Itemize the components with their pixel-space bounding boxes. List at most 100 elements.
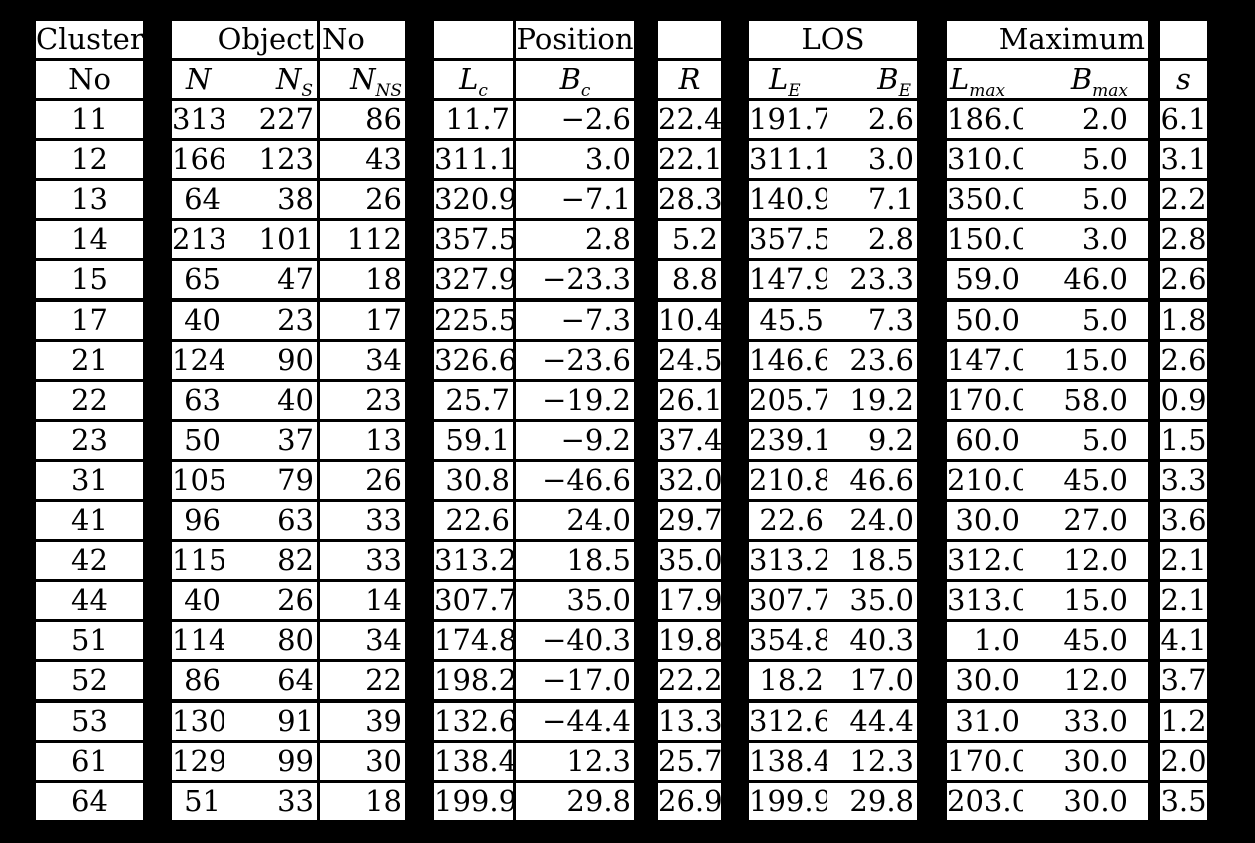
cell-s: 2.8 (1160, 221, 1207, 259)
cell-bc: 12.3 (516, 742, 634, 780)
cell-le: 354.8 (749, 622, 827, 660)
cell-s: 0.9 (1160, 381, 1207, 419)
cell-s: 2.6 (1160, 261, 1207, 299)
cell-bc: −23.6 (516, 341, 634, 379)
cell-cluster-no: 42 (36, 542, 143, 580)
cell-cluster-no: 61 (36, 742, 143, 780)
cell-lc: 174.8 (434, 622, 513, 660)
cell-lc: 357.5 (434, 221, 513, 259)
cell-lmax: 203.0 (947, 782, 1023, 820)
cell-nns: 13 (320, 421, 405, 459)
cell-bmax: 58.0 (1063, 382, 1128, 417)
cell-bmax: 46.0 (1063, 262, 1128, 297)
cell-cluster-no: 23 (36, 421, 143, 459)
header-position: Position (516, 21, 634, 58)
cell-r: 8.8 (658, 261, 721, 299)
cell-bc: 2.8 (516, 221, 634, 259)
cell-nns: 39 (320, 702, 405, 740)
cell-nns: 18 (320, 782, 405, 820)
cell-nns: 33 (320, 502, 405, 539)
cell-s: 2.1 (1160, 542, 1207, 580)
header-object-no: No (320, 21, 405, 58)
cell-bc: −23.3 (516, 261, 634, 299)
cell-be: 9.2 (867, 422, 914, 457)
cell-r: 26.1 (658, 381, 721, 419)
cell-r: 25.7 (658, 742, 721, 780)
cell-r: 29.7 (658, 502, 721, 539)
cell-le: 45.5 (749, 301, 827, 339)
cell-lmax: 147.0 (947, 341, 1023, 379)
header-be: BE (877, 62, 911, 98)
cell-nns: 22 (320, 662, 405, 700)
cell-lmax: 31.0 (947, 702, 1023, 740)
cell-ns: 101 (258, 222, 314, 257)
cell-le: 191.7 (749, 101, 827, 138)
header-r: R (658, 61, 721, 98)
cell-s: 3.3 (1160, 461, 1207, 499)
cell-s: 2.0 (1160, 742, 1207, 780)
cell-nns: 43 (320, 141, 405, 179)
cell-le: 239.1 (749, 421, 827, 459)
cell-r: 22.2 (658, 662, 721, 700)
cell-bmax: 3.0 (1081, 222, 1128, 257)
cell-lc: 327.9 (434, 261, 513, 299)
cell-bc: 24.0 (516, 502, 634, 539)
cell-bmax: 33.0 (1063, 703, 1128, 738)
cell-n: 51 (172, 782, 224, 820)
cell-ns: 47 (277, 262, 314, 297)
cell-r: 5.2 (658, 221, 721, 259)
cell-ns: 90 (277, 342, 314, 377)
header-bc: Bc (516, 61, 634, 98)
cell-ns: 23 (277, 302, 314, 337)
header-bmax: Bmax (1070, 62, 1128, 98)
cell-bmax: 12.0 (1063, 663, 1128, 698)
cell-lc: 59.1 (434, 421, 513, 459)
cell-cluster-no: 31 (36, 461, 143, 499)
cell-cluster-no: 64 (36, 782, 143, 820)
cell-s: 1.8 (1160, 301, 1207, 339)
cell-le: 357.5 (749, 221, 827, 259)
cell-r: 37.4 (658, 421, 721, 459)
cell-lmax: 210.0 (947, 461, 1023, 499)
cell-cluster-no: 44 (36, 582, 143, 620)
header-lmax-bmax: Lmax Bmax (947, 61, 1148, 98)
cell-bmax: 27.0 (1063, 503, 1128, 537)
cell-nns: 26 (320, 181, 405, 219)
cell-lc: 320.9 (434, 181, 513, 219)
cell-n: 130 (172, 702, 224, 740)
cell-bmax: 30.0 (1063, 783, 1128, 818)
header-n-ns: N NS (172, 61, 317, 98)
cell-cluster-no: 11 (36, 101, 143, 138)
cell-le: 205.7 (749, 381, 827, 419)
cell-ns: 82 (277, 543, 314, 578)
cell-n: 313 (172, 101, 224, 138)
cell-ns: 26 (277, 583, 314, 618)
cell-r: 19.8 (658, 622, 721, 660)
cell-be: 2.8 (867, 222, 914, 257)
cell-le: 18.2 (749, 662, 827, 700)
cell-be: 29.8 (849, 783, 914, 818)
cell-bc: −9.2 (516, 421, 634, 459)
cell-s: 3.7 (1160, 662, 1207, 700)
header-blank-r (658, 21, 721, 58)
cell-s: 1.2 (1160, 702, 1207, 740)
cell-cluster-no: 15 (36, 261, 143, 299)
cell-be: 24.0 (849, 503, 914, 537)
cell-le: 147.9 (749, 261, 827, 299)
cell-lmax: 1.0 (947, 622, 1023, 660)
cell-nns: 86 (320, 101, 405, 138)
cell-nns: 26 (320, 461, 405, 499)
header-object: Object (172, 21, 317, 58)
cell-bmax: 45.0 (1063, 462, 1128, 497)
cell-n: 40 (172, 582, 224, 620)
cell-s: 3.1 (1160, 141, 1207, 179)
cell-lmax: 170.0 (947, 381, 1023, 419)
cell-le: 307.7 (749, 582, 827, 620)
cell-nns: 34 (320, 622, 405, 660)
cell-s: 2.6 (1160, 341, 1207, 379)
cell-ns: 40 (277, 382, 314, 417)
header-n: N (186, 62, 212, 96)
cell-bmax: 12.0 (1063, 543, 1128, 578)
cell-r: 28.3 (658, 181, 721, 219)
cell-be: 3.0 (867, 142, 914, 177)
